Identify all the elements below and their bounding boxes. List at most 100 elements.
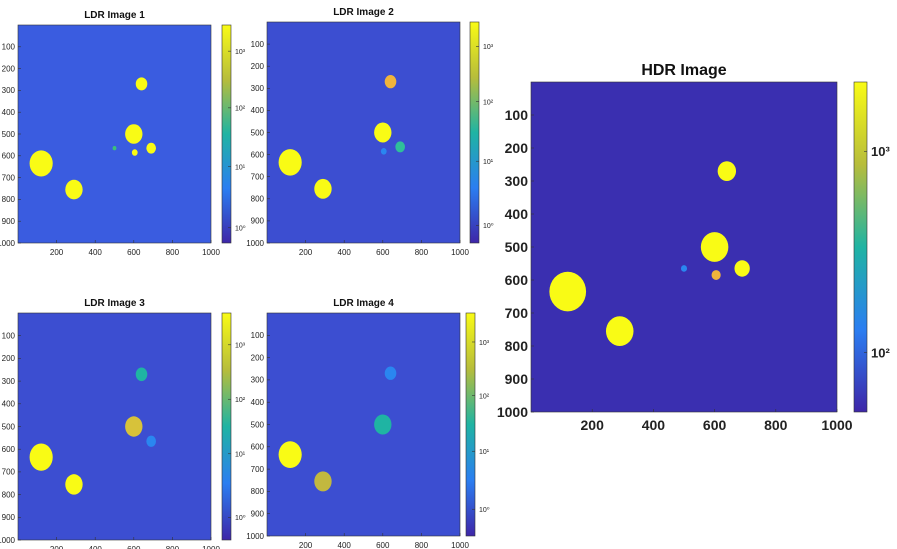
panel-5: HDR Image 200 400 600 800 1000 100 200 300 400 500… bbox=[497, 62, 891, 433]
panel-2: LDR Image 2 200 400 600 800 1000 100 200 300 400 5… bbox=[246, 7, 494, 257]
x-tick-label: 1000 bbox=[451, 541, 469, 549]
y-tick-label: 400 bbox=[2, 108, 16, 117]
bright-spot-1 bbox=[384, 366, 397, 380]
y-tick-label: 700 bbox=[251, 173, 265, 182]
y-tick-label: 800 bbox=[2, 195, 16, 204]
bright-spot-3 bbox=[278, 441, 302, 468]
plot-area bbox=[530, 81, 838, 413]
y-tick-label: 900 bbox=[505, 371, 529, 387]
y-tick-label: 900 bbox=[2, 217, 16, 226]
y-tick-label: 400 bbox=[251, 398, 265, 407]
colorbar-tick-label: 10² bbox=[235, 106, 246, 113]
bright-spot-2 bbox=[700, 232, 729, 262]
x-tick-label: 1000 bbox=[451, 248, 469, 257]
colorbar-tick-label: 10⁰ bbox=[235, 225, 246, 233]
colorbar bbox=[469, 21, 480, 244]
y-tick-label: 300 bbox=[505, 173, 529, 189]
y-tick-label: 700 bbox=[251, 465, 265, 474]
bright-spot-1 bbox=[135, 367, 148, 382]
y-tick-label: 300 bbox=[251, 376, 265, 385]
bright-spot-3 bbox=[734, 260, 750, 277]
colorbar-tick-label: 10² bbox=[479, 393, 490, 400]
y-tick-label: 800 bbox=[505, 338, 529, 354]
x-tick-label: 400 bbox=[338, 248, 352, 257]
y-tick-label: 700 bbox=[2, 468, 16, 477]
colorbar-tick-label: 10² bbox=[871, 346, 890, 361]
y-tick-label: 500 bbox=[2, 130, 16, 139]
y-tick-label: 100 bbox=[2, 43, 16, 52]
bright-spot-1 bbox=[135, 77, 148, 91]
colorbar-tick-label: 10³ bbox=[871, 144, 890, 159]
y-tick-label: 300 bbox=[2, 86, 16, 95]
bright-spot-3 bbox=[146, 142, 156, 154]
colorbar bbox=[221, 24, 232, 244]
y-tick-label: 100 bbox=[505, 107, 529, 123]
y-tick-label: 600 bbox=[505, 272, 529, 288]
x-tick-label: 800 bbox=[166, 248, 180, 257]
bright-spot-4 bbox=[131, 149, 138, 156]
chart-title: LDR Image 3 bbox=[84, 298, 145, 309]
x-tick-label: 200 bbox=[581, 417, 605, 433]
x-tick-label: 600 bbox=[376, 541, 390, 549]
y-tick-label: 800 bbox=[2, 490, 16, 499]
x-tick-label: 600 bbox=[127, 248, 141, 257]
y-tick-label: 1000 bbox=[497, 404, 528, 420]
x-tick-label: 600 bbox=[127, 545, 141, 549]
plot-area bbox=[266, 312, 461, 537]
bright-spot-6 bbox=[549, 271, 587, 312]
bright-spot-1 bbox=[717, 161, 737, 182]
bright-spot-3 bbox=[395, 141, 405, 153]
chart-title: LDR Image 1 bbox=[84, 10, 145, 21]
bright-spot-5 bbox=[112, 145, 117, 151]
bright-spot-4 bbox=[711, 270, 721, 280]
colorbar bbox=[853, 81, 868, 413]
y-tick-label: 300 bbox=[2, 377, 16, 386]
colorbar-tick-label: 10¹ bbox=[479, 449, 490, 456]
bright-spot-2 bbox=[125, 124, 143, 144]
y-tick-label: 500 bbox=[251, 128, 265, 137]
y-tick-label: 400 bbox=[251, 106, 265, 115]
bright-spot-1 bbox=[384, 75, 397, 89]
y-tick-label: 600 bbox=[2, 445, 16, 454]
y-tick-label: 200 bbox=[251, 62, 265, 71]
x-tick-label: 1000 bbox=[202, 545, 220, 549]
panel-4: LDR Image 4 200 400 600 800 1000 100 200 300 400 5… bbox=[246, 298, 490, 549]
x-tick-label: 1000 bbox=[821, 417, 852, 433]
plot-area bbox=[17, 312, 212, 541]
y-tick-label: 700 bbox=[2, 173, 16, 182]
colorbar-tick-label: 10⁰ bbox=[483, 222, 494, 230]
colorbar-tick-label: 10² bbox=[235, 397, 246, 404]
bright-spot-7 bbox=[65, 179, 83, 200]
colorbar bbox=[465, 312, 476, 537]
colorbar-tick-label: 10³ bbox=[235, 343, 246, 350]
panel-3: LDR Image 3 200 400 600 800 1000 100 200 300 400 5… bbox=[0, 298, 246, 549]
bright-spot-2 bbox=[125, 416, 143, 437]
y-tick-label: 900 bbox=[251, 217, 265, 226]
x-tick-label: 200 bbox=[299, 248, 313, 257]
y-tick-label: 500 bbox=[251, 420, 265, 429]
x-tick-label: 400 bbox=[89, 248, 103, 257]
y-tick-label: 500 bbox=[505, 239, 529, 255]
colorbar-tick-label: 10³ bbox=[479, 340, 490, 347]
y-tick-label: 200 bbox=[2, 354, 16, 363]
y-tick-label: 100 bbox=[251, 331, 265, 340]
bright-spot-4 bbox=[380, 147, 387, 155]
y-tick-label: 1000 bbox=[246, 239, 264, 248]
bright-spot-4 bbox=[29, 443, 53, 471]
x-tick-label: 800 bbox=[764, 417, 788, 433]
y-tick-label: 600 bbox=[2, 152, 16, 161]
colorbar-tick-label: 10⁰ bbox=[235, 514, 246, 522]
y-tick-label: 100 bbox=[251, 40, 265, 49]
y-tick-label: 200 bbox=[2, 64, 16, 73]
y-tick-label: 1000 bbox=[0, 239, 16, 248]
colorbar-tick-label: 10¹ bbox=[235, 452, 246, 459]
colorbar-tick-label: 10³ bbox=[235, 49, 246, 56]
colorbar-tick-label: 10⁰ bbox=[479, 506, 490, 514]
y-tick-label: 200 bbox=[505, 140, 529, 156]
chart-title: LDR Image 4 bbox=[333, 298, 394, 309]
plot-area bbox=[17, 24, 212, 244]
x-tick-label: 800 bbox=[166, 545, 180, 549]
y-tick-label: 300 bbox=[251, 84, 265, 93]
x-tick-label: 200 bbox=[299, 541, 313, 549]
